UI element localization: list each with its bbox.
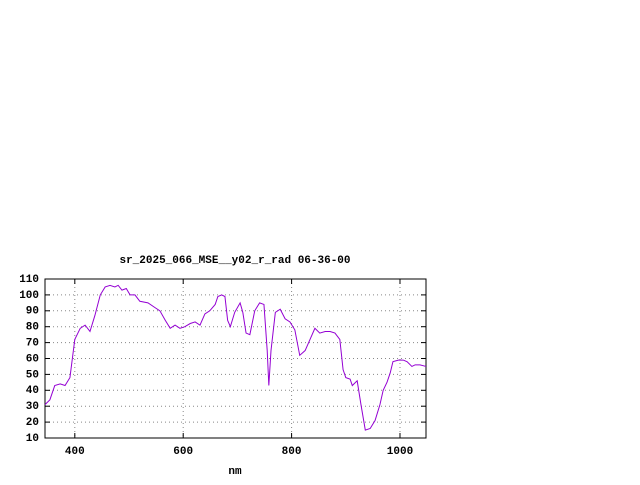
y-tick-label: 60 xyxy=(26,353,39,365)
y-tick-label: 40 xyxy=(26,385,39,397)
chart-title: sr_2025_066_MSE__y02_r_rad 06-36-00 xyxy=(119,255,350,267)
y-tick-label: 100 xyxy=(19,290,39,302)
y-tick-label: 70 xyxy=(26,338,39,350)
x-axis-label: nm xyxy=(228,466,242,478)
x-tick-label: 400 xyxy=(65,446,85,458)
y-tick-label: 110 xyxy=(19,274,39,286)
x-tick-label: 1000 xyxy=(387,446,413,458)
data-line xyxy=(44,284,427,431)
y-tick-label: 90 xyxy=(26,306,39,318)
y-tick-label: 30 xyxy=(26,401,39,413)
y-tick-label: 80 xyxy=(26,322,39,334)
y-tick-label: 20 xyxy=(26,417,39,429)
plot-border xyxy=(44,278,427,439)
y-tick-label: 50 xyxy=(26,369,39,381)
y-tick-label: 10 xyxy=(26,433,39,445)
x-tick-label: 800 xyxy=(282,446,302,458)
x-tick-label: 600 xyxy=(173,446,193,458)
